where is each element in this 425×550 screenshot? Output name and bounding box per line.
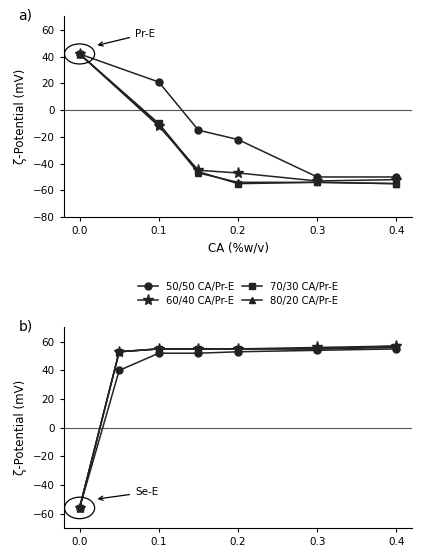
50/50 CA/Pr-E: [314, 174, 320, 180]
80/20 CHI/Se-E: [394, 343, 399, 349]
60/40 CHI/Se-E: [156, 345, 162, 352]
50/50 CHI/Se-E: [77, 505, 82, 512]
70/30 CA/Pr-E: [77, 51, 82, 57]
70/30 CA/Pr-E: [196, 168, 201, 175]
50/50 CHI/Se-E: [394, 345, 399, 352]
80/20 CHI/Se-E: [235, 345, 241, 352]
Line: 70/30 CHI/Se-E: 70/30 CHI/Se-E: [76, 344, 400, 512]
80/20 CA/Pr-E: [196, 169, 201, 176]
Text: Se-E: Se-E: [99, 487, 158, 500]
50/50 CHI/Se-E: [314, 347, 320, 354]
80/20 CHI/Se-E: [156, 345, 162, 352]
80/20 CHI/Se-E: [116, 349, 122, 355]
60/40 CHI/Se-E: [196, 345, 201, 352]
60/40 CHI/Se-E: [116, 349, 122, 355]
Y-axis label: ζ-Potential (mV): ζ-Potential (mV): [14, 380, 27, 475]
70/30 CA/Pr-E: [156, 120, 162, 127]
60/40 CHI/Se-E: [314, 344, 320, 351]
70/30 CHI/Se-E: [196, 345, 201, 352]
Line: 80/20 CHI/Se-E: 80/20 CHI/Se-E: [76, 343, 400, 512]
50/50 CHI/Se-E: [116, 367, 122, 373]
X-axis label: CA (%w/v): CA (%w/v): [207, 241, 269, 255]
50/50 CA/Pr-E: [196, 127, 201, 134]
60/40 CHI/Se-E: [394, 343, 399, 349]
60/40 CHI/Se-E: [235, 345, 241, 352]
Line: 60/40 CHI/Se-E: 60/40 CHI/Se-E: [74, 340, 402, 514]
80/20 CHI/Se-E: [77, 505, 82, 512]
70/30 CA/Pr-E: [314, 179, 320, 185]
70/30 CHI/Se-E: [77, 505, 82, 512]
60/40 CA/Pr-E: [156, 123, 162, 129]
70/30 CHI/Se-E: [394, 344, 399, 351]
50/50 CHI/Se-E: [196, 350, 201, 356]
Text: Pr-E: Pr-E: [99, 29, 155, 46]
Line: 50/50 CA/Pr-E: 50/50 CA/Pr-E: [76, 51, 400, 180]
60/40 CA/Pr-E: [77, 51, 82, 57]
Line: 60/40 CA/Pr-E: 60/40 CA/Pr-E: [74, 48, 402, 186]
70/30 CA/Pr-E: [235, 180, 241, 187]
80/20 CA/Pr-E: [314, 179, 320, 185]
50/50 CA/Pr-E: [235, 136, 241, 143]
50/50 CA/Pr-E: [394, 174, 399, 180]
60/40 CA/Pr-E: [235, 169, 241, 176]
70/30 CHI/Se-E: [116, 349, 122, 355]
50/50 CHI/Se-E: [156, 350, 162, 356]
Line: 50/50 CHI/Se-E: 50/50 CHI/Se-E: [76, 345, 400, 512]
Y-axis label: ζ-Potential (mV): ζ-Potential (mV): [14, 69, 27, 164]
50/50 CHI/Se-E: [235, 349, 241, 355]
Line: 70/30 CA/Pr-E: 70/30 CA/Pr-E: [76, 51, 400, 187]
80/20 CA/Pr-E: [235, 179, 241, 185]
50/50 CA/Pr-E: [156, 79, 162, 85]
Text: b): b): [18, 320, 33, 333]
80/20 CHI/Se-E: [196, 345, 201, 352]
Text: a): a): [18, 8, 32, 23]
70/30 CHI/Se-E: [235, 345, 241, 352]
80/20 CHI/Se-E: [314, 345, 320, 352]
Legend: 50/50 CA/Pr-E, 60/40 CA/Pr-E, 70/30 CA/Pr-E, 80/20 CA/Pr-E: 50/50 CA/Pr-E, 60/40 CA/Pr-E, 70/30 CA/P…: [134, 278, 342, 310]
80/20 CA/Pr-E: [156, 122, 162, 128]
60/40 CA/Pr-E: [314, 178, 320, 184]
80/20 CA/Pr-E: [77, 51, 82, 57]
60/40 CA/Pr-E: [394, 177, 399, 183]
60/40 CA/Pr-E: [196, 167, 201, 174]
60/40 CHI/Se-E: [77, 505, 82, 512]
50/50 CA/Pr-E: [77, 51, 82, 57]
70/30 CHI/Se-E: [156, 345, 162, 352]
80/20 CA/Pr-E: [394, 180, 399, 187]
70/30 CHI/Se-E: [314, 345, 320, 352]
Line: 80/20 CA/Pr-E: 80/20 CA/Pr-E: [76, 51, 400, 187]
70/30 CA/Pr-E: [394, 180, 399, 187]
